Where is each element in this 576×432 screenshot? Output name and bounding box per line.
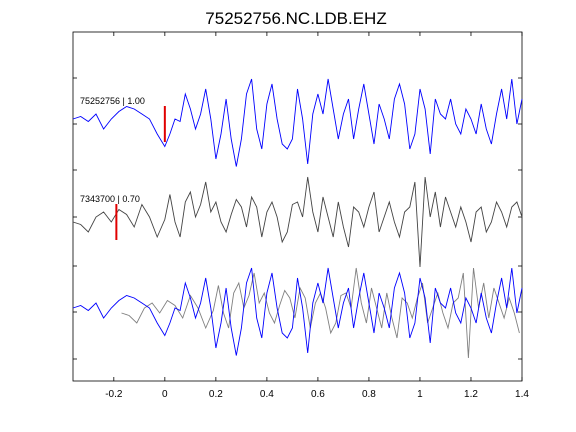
x-tick-label: 0.6 — [311, 389, 325, 400]
x-tick-label: 0.8 — [362, 389, 376, 400]
overlay-line — [121, 267, 520, 359]
traces — [72, 78, 523, 268]
trace-label: 75252756 | 1.00 — [80, 96, 145, 106]
x-tick-label: 1.4 — [515, 389, 529, 400]
chart-title: 75252756.NC.LDB.EHZ — [205, 9, 386, 28]
x-tick-label: 0 — [162, 389, 168, 400]
overlay-traces — [72, 267, 523, 359]
x-tick-label: 1 — [417, 389, 423, 400]
x-tick-label: 0.2 — [209, 389, 223, 400]
trace-labels: 75252756 | 1.00 7343700 | 0.70 — [80, 96, 145, 204]
trace-line — [72, 176, 523, 268]
y-ticks — [73, 77, 522, 360]
x-tick-label: 1.2 — [464, 389, 478, 400]
x-tick-label: -0.2 — [105, 389, 123, 400]
plot-frame — [72, 31, 523, 382]
x-axis: -0.2 0 0.2 0.4 0.6 0.8 1 1.2 1.4 — [105, 32, 529, 400]
trace-line — [72, 78, 523, 167]
x-tick-label: 0.4 — [260, 389, 274, 400]
trace-label: 7343700 | 0.70 — [80, 194, 140, 204]
overlay-line — [72, 267, 523, 356]
